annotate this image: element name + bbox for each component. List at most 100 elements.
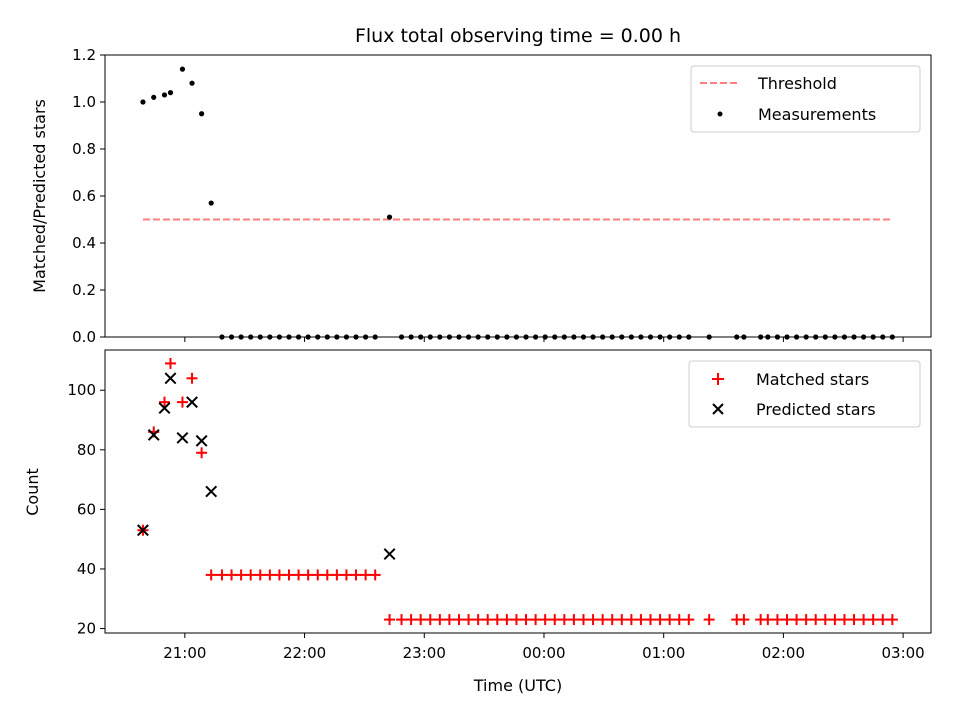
measurement-point (315, 334, 321, 340)
measurement-point (228, 334, 235, 340)
ratio-y-axis-label: Matched/Predicted stars (30, 99, 49, 293)
measurement-point (504, 334, 510, 340)
matched-star-point (829, 614, 841, 626)
matched-star-point (472, 614, 484, 626)
y-tick-label: 0.2 (72, 281, 96, 299)
matched-star-point (577, 614, 589, 626)
matched-star-point (424, 614, 436, 626)
y-tick-label: 40 (77, 560, 96, 578)
predicted-star-point (383, 548, 396, 560)
matched-star-point (810, 614, 822, 626)
x-axis-label: Time (UTC) (473, 676, 562, 695)
measurement-point (580, 334, 587, 340)
ratio-y-ticks: 0.0 0.2 0.4 0.6 0.8 1.0 1.2 (72, 46, 105, 346)
matched-star-point (463, 614, 475, 626)
count-y-axis-label: Count (23, 468, 42, 516)
measurement-point (813, 334, 819, 340)
matched-star-point (867, 614, 879, 626)
matched-star-point (683, 614, 695, 626)
measurement-point (628, 334, 634, 340)
measurement-point (151, 94, 157, 100)
y-tick-label: 0.0 (72, 328, 96, 346)
y-tick-label: 0.4 (72, 234, 96, 252)
legend-matched-label: Matched stars (756, 370, 869, 389)
legend-predicted-marker (712, 403, 724, 415)
measurement-point (427, 334, 433, 340)
matched-star-point (350, 569, 362, 581)
measurement-point (418, 334, 424, 340)
y-tick-label: 1.0 (72, 93, 96, 111)
measurement-point (353, 334, 359, 340)
measurement-point (552, 334, 558, 340)
matched-star-point (158, 396, 170, 408)
matched-star-point (196, 447, 208, 459)
predicted-star-point (205, 485, 218, 498)
measurement-point (208, 200, 214, 206)
matched-star-point (254, 569, 266, 581)
measurement-point (513, 334, 520, 340)
x-tick-label: 00:00 (522, 644, 565, 662)
x-tick-label: 21:00 (163, 644, 206, 662)
matched-star-point (510, 614, 522, 626)
y-tick-label: 20 (77, 620, 96, 638)
measurement-point (861, 334, 867, 340)
y-tick-label: 80 (77, 441, 96, 459)
matched-star-point (886, 614, 898, 626)
measurement-point (324, 334, 330, 340)
measurement-point (167, 90, 174, 96)
measurement-point (638, 334, 644, 340)
matched-star-point (800, 614, 812, 626)
ratio-plot-area (140, 66, 895, 340)
measurement-point (880, 334, 886, 340)
measurement-point (446, 334, 453, 340)
matched-star-point (597, 614, 609, 626)
measurement-point (667, 334, 673, 340)
measurement-point (532, 334, 539, 340)
matched-star-point (245, 569, 257, 581)
measurement-point (179, 66, 186, 72)
y-tick-label: 100 (67, 381, 96, 399)
count-plot-area (137, 357, 898, 626)
measurement-point (386, 214, 393, 220)
matched-star-point (482, 614, 494, 626)
count-panel: 20 40 60 80 100 21:00 22:00 23:00 00:00 01:00 02:… (23, 349, 932, 695)
measurement-point (189, 80, 195, 86)
measurement-point (784, 334, 790, 340)
matched-star-point (283, 569, 295, 581)
measurement-point (267, 334, 273, 340)
measurement-point (657, 334, 663, 340)
y-tick-label: 0.8 (72, 140, 96, 158)
measurement-point (774, 334, 781, 340)
y-tick-label: 0.6 (72, 187, 96, 205)
measurement-point (561, 334, 567, 340)
matched-star-point (312, 569, 324, 581)
x-tick-label: 23:00 (403, 644, 446, 662)
matched-star-point (877, 614, 889, 626)
matched-star-point (530, 614, 542, 626)
matched-star-point (405, 614, 417, 626)
x-tick-label: 02:00 (762, 644, 805, 662)
matched-star-point (791, 614, 803, 626)
y-tick-label: 1.2 (72, 46, 96, 64)
matched-star-point (501, 614, 513, 626)
y-tick-label: 60 (77, 500, 96, 518)
matched-star-point (396, 614, 408, 626)
matched-star-point (226, 569, 238, 581)
predicted-star-point (158, 402, 171, 415)
matched-star-point (549, 614, 561, 626)
matched-star-point (738, 614, 750, 626)
matched-star-point (164, 357, 176, 369)
predicted-star-point (137, 524, 149, 537)
matched-star-point (293, 569, 305, 581)
measurement-point (523, 334, 529, 340)
count-y-ticks: 20 40 60 80 100 (67, 381, 105, 638)
measurement-point (465, 334, 472, 340)
measurement-point (590, 334, 596, 340)
predicted-star-point (147, 428, 160, 441)
measurement-point (334, 334, 340, 340)
measurement-point (363, 334, 369, 340)
matched-star-point (176, 396, 188, 408)
measurement-point (676, 334, 682, 340)
matched-star-point (819, 614, 831, 626)
